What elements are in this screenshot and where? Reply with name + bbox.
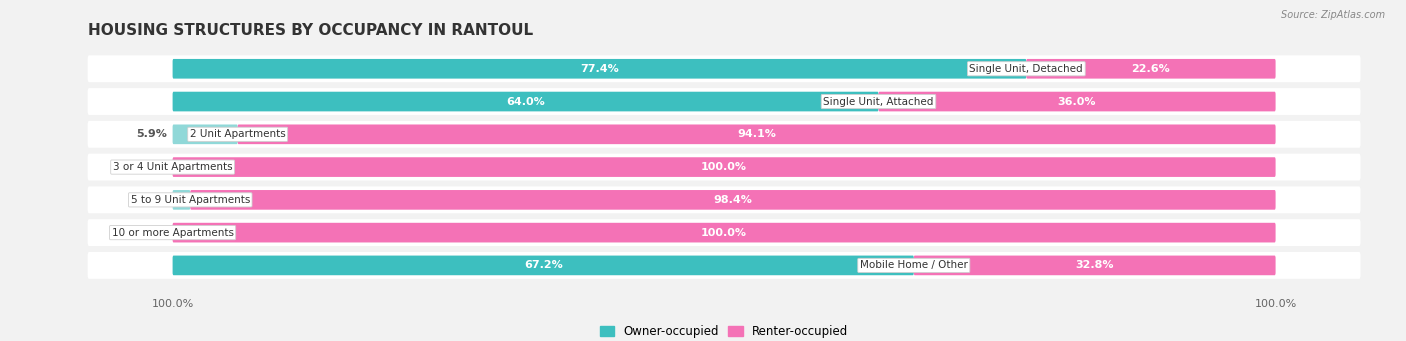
Text: 5.9%: 5.9% <box>136 129 167 139</box>
Text: 3 or 4 Unit Apartments: 3 or 4 Unit Apartments <box>112 162 232 172</box>
FancyBboxPatch shape <box>173 223 1275 242</box>
FancyBboxPatch shape <box>190 190 1275 210</box>
FancyBboxPatch shape <box>173 190 190 210</box>
FancyBboxPatch shape <box>238 124 1275 144</box>
FancyBboxPatch shape <box>87 219 1361 246</box>
FancyBboxPatch shape <box>87 88 1361 115</box>
Text: 100.0%: 100.0% <box>702 228 747 238</box>
FancyBboxPatch shape <box>87 187 1361 213</box>
Text: 22.6%: 22.6% <box>1132 64 1170 74</box>
Text: HOUSING STRUCTURES BY OCCUPANCY IN RANTOUL: HOUSING STRUCTURES BY OCCUPANCY IN RANTO… <box>87 23 533 38</box>
FancyBboxPatch shape <box>173 59 1026 79</box>
FancyBboxPatch shape <box>879 92 1275 112</box>
Text: 67.2%: 67.2% <box>524 261 562 270</box>
Text: 77.4%: 77.4% <box>581 64 619 74</box>
Text: 2 Unit Apartments: 2 Unit Apartments <box>190 129 285 139</box>
FancyBboxPatch shape <box>87 55 1361 82</box>
Text: 98.4%: 98.4% <box>713 195 752 205</box>
FancyBboxPatch shape <box>173 124 238 144</box>
Text: Single Unit, Attached: Single Unit, Attached <box>824 97 934 106</box>
FancyBboxPatch shape <box>173 92 879 112</box>
FancyBboxPatch shape <box>914 255 1275 275</box>
Legend: Owner-occupied, Renter-occupied: Owner-occupied, Renter-occupied <box>595 321 853 341</box>
FancyBboxPatch shape <box>173 255 914 275</box>
Text: Mobile Home / Other: Mobile Home / Other <box>860 261 967 270</box>
FancyBboxPatch shape <box>173 157 1275 177</box>
Text: 1.6%: 1.6% <box>136 195 167 205</box>
Text: 36.0%: 36.0% <box>1057 97 1097 106</box>
Text: 64.0%: 64.0% <box>506 97 546 106</box>
FancyBboxPatch shape <box>1026 59 1275 79</box>
Text: Single Unit, Detached: Single Unit, Detached <box>970 64 1083 74</box>
Text: 100.0%: 100.0% <box>702 162 747 172</box>
FancyBboxPatch shape <box>87 154 1361 180</box>
Text: 5 to 9 Unit Apartments: 5 to 9 Unit Apartments <box>131 195 250 205</box>
FancyBboxPatch shape <box>87 121 1361 148</box>
FancyBboxPatch shape <box>87 252 1361 279</box>
Text: 94.1%: 94.1% <box>737 129 776 139</box>
Text: 10 or more Apartments: 10 or more Apartments <box>111 228 233 238</box>
Text: Source: ZipAtlas.com: Source: ZipAtlas.com <box>1281 10 1385 20</box>
Text: 32.8%: 32.8% <box>1076 261 1114 270</box>
Text: 0.0%: 0.0% <box>136 162 167 172</box>
Text: 0.0%: 0.0% <box>136 228 167 238</box>
